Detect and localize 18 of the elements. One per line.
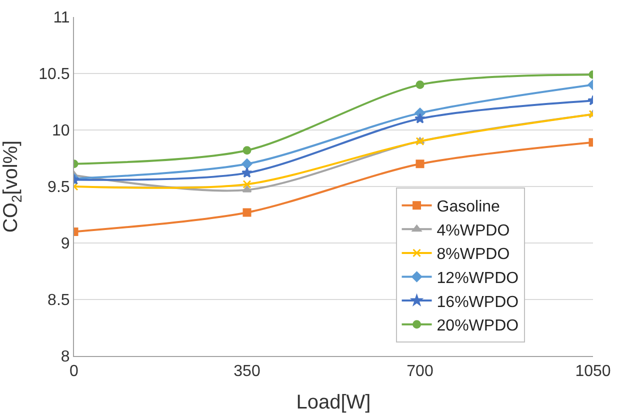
- x-tick-label: 350: [234, 363, 260, 380]
- y-tick-label: 8: [60, 348, 70, 366]
- legend-label: 16%WPDO: [436, 294, 519, 311]
- legend-label: 4%WPDO: [436, 222, 510, 240]
- legend-label: Gasoline: [436, 198, 500, 216]
- y-tick-label: 9: [60, 236, 70, 253]
- legend-label: 12%WPDO: [436, 270, 519, 287]
- x-axis-title: Load[W]: [296, 392, 371, 414]
- legend-label: 8%WPDO: [436, 246, 510, 264]
- x-tick-label: 700: [406, 363, 434, 380]
- y-tick-label: 8.5: [48, 292, 70, 310]
- legend-label: 20%WPDO: [436, 318, 519, 335]
- y-tick-label: 10.5: [38, 66, 70, 84]
- y-tick-label: 10: [52, 122, 70, 140]
- x-tick-label: 0: [70, 363, 79, 380]
- y-tick-label: 9.5: [48, 179, 70, 196]
- y-tick-label: 11: [53, 10, 70, 27]
- x-tick-label: 1050: [575, 363, 611, 380]
